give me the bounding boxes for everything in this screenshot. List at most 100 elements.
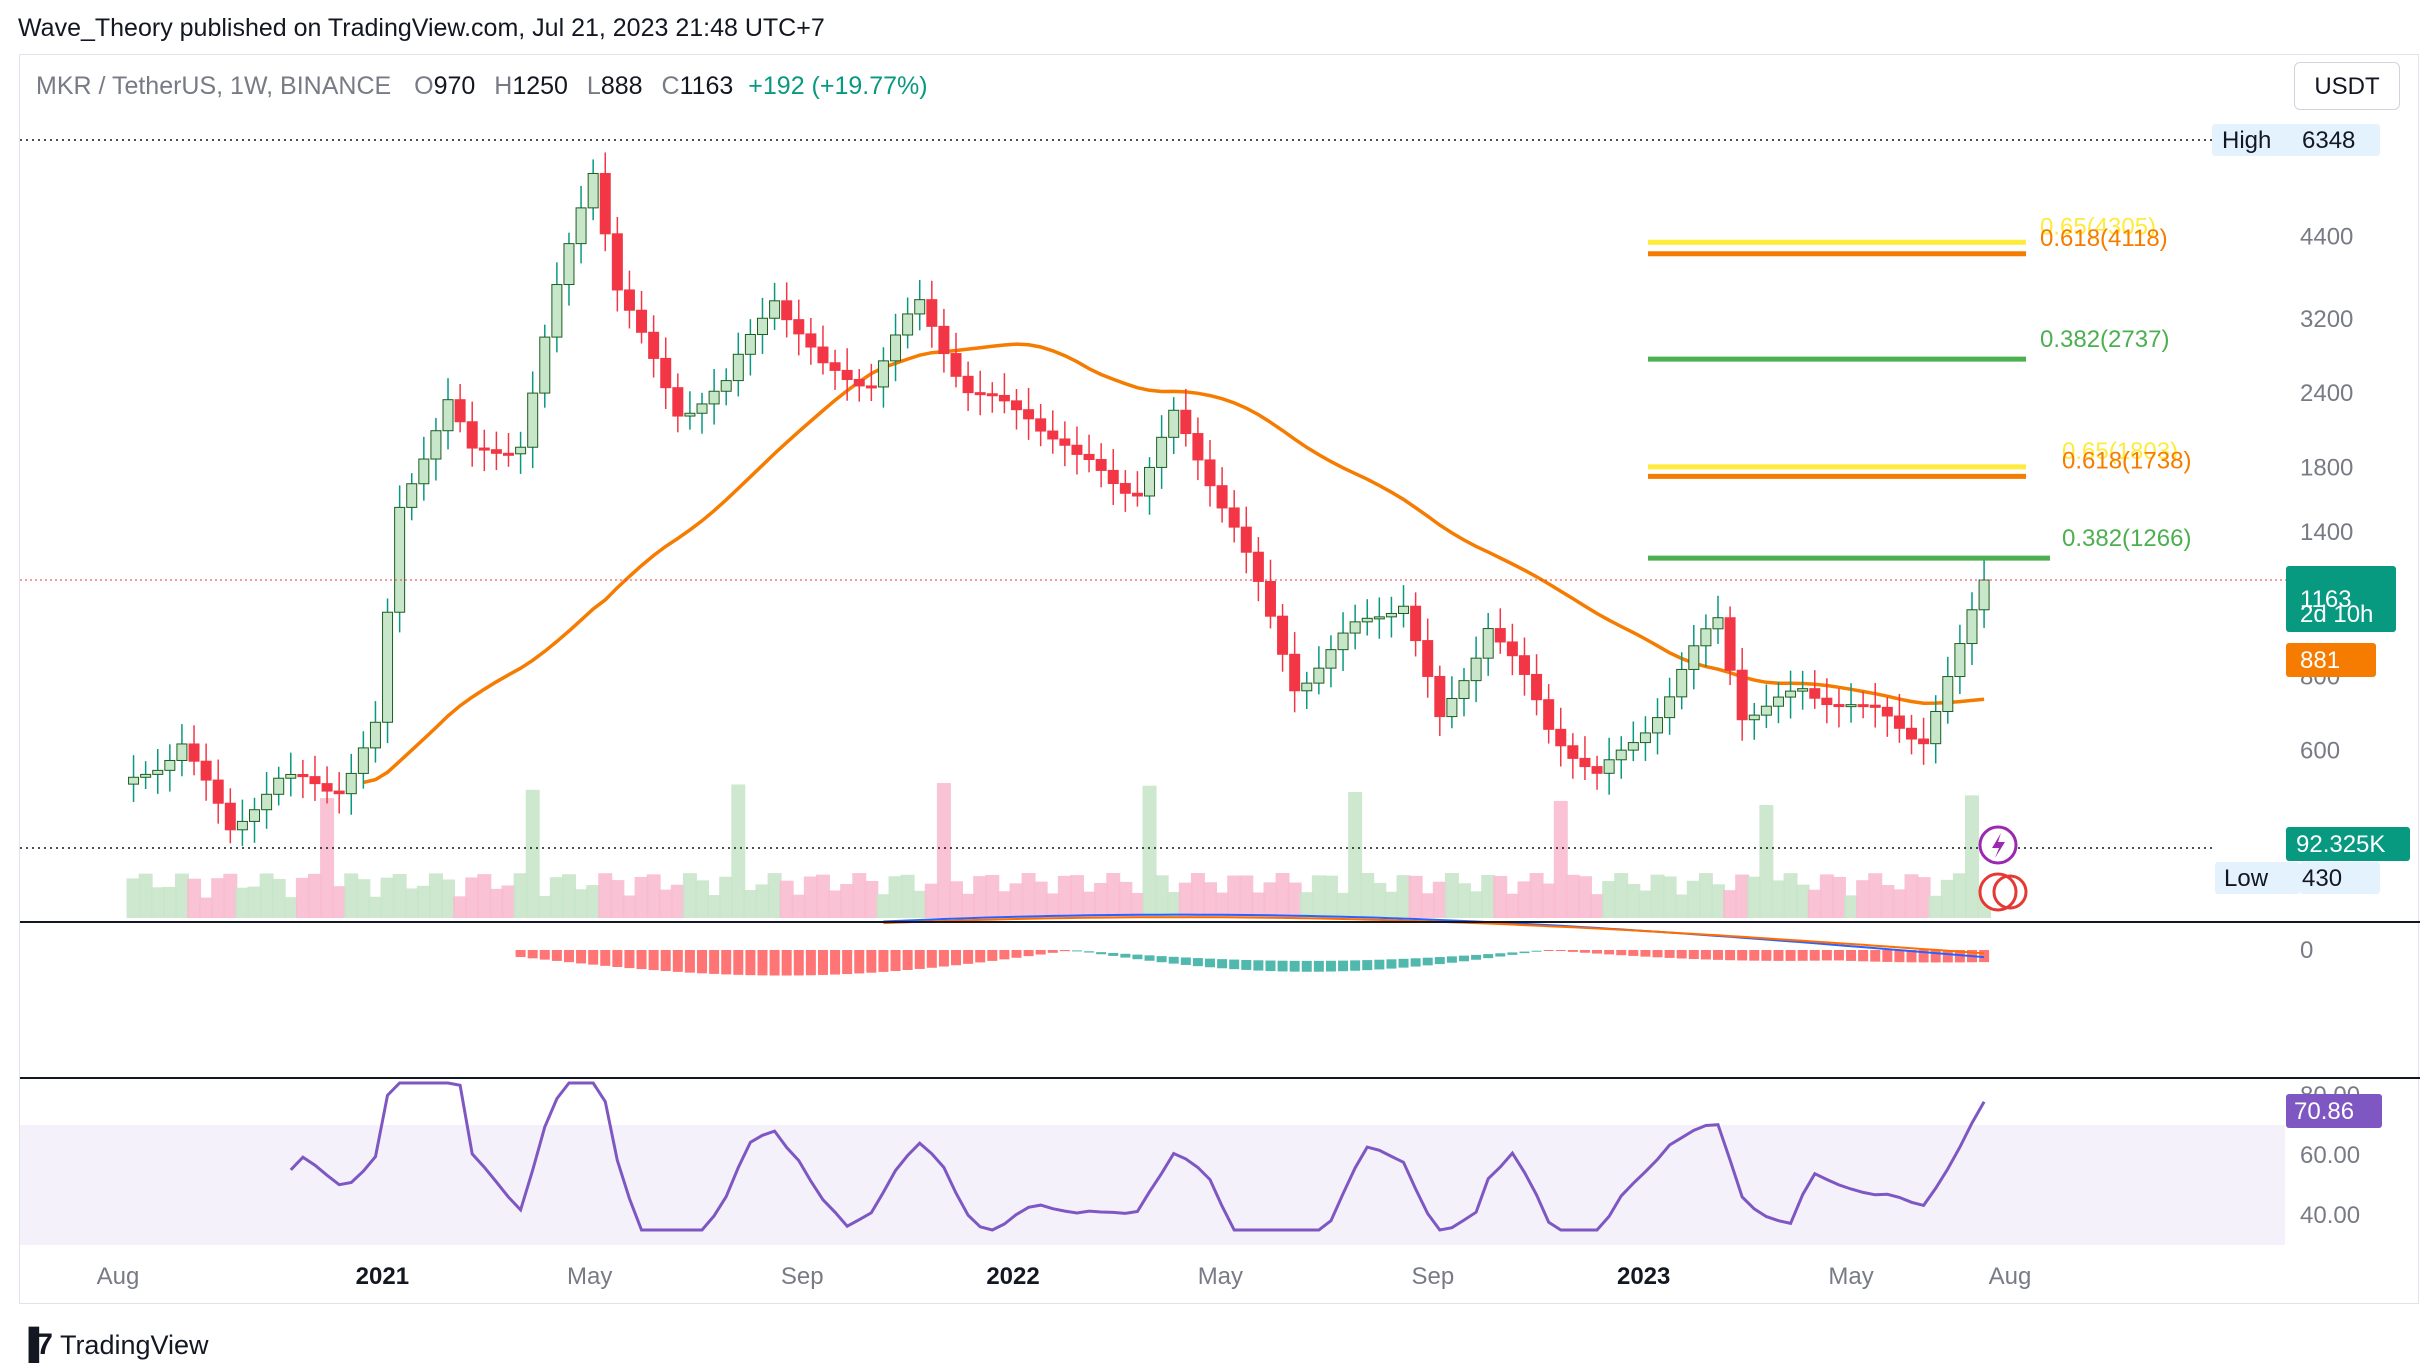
candle-body [1857, 704, 1869, 708]
price-tick-label: 1400 [2300, 519, 2353, 546]
volume-bar [1650, 874, 1665, 918]
candle-body [599, 172, 611, 235]
volume-bar [404, 888, 419, 918]
volume-bar [912, 890, 927, 918]
volume-bar [1626, 883, 1641, 918]
macd-histogram-bar [1386, 959, 1397, 969]
volume-bar [815, 874, 830, 918]
candle-body [1059, 438, 1071, 446]
macd-histogram-bar [1737, 950, 1748, 961]
candle-body [1458, 680, 1470, 699]
volume-bar [1336, 892, 1351, 918]
macd-histogram-bar [1313, 960, 1324, 972]
volume-bar [1190, 873, 1205, 918]
candle-body [817, 346, 829, 364]
volume-bar [1577, 876, 1592, 918]
macd-histogram-bar [987, 950, 998, 961]
volume-bar [840, 884, 855, 918]
candle-body [781, 300, 793, 321]
macd-histogram-bar [914, 950, 925, 969]
volume-bar [1323, 875, 1338, 918]
volume-bar [223, 873, 238, 918]
volume-bar [368, 896, 383, 918]
macd-histogram-bar [1047, 950, 1058, 953]
candle-body [418, 458, 430, 485]
macd-histogram-bar [1362, 960, 1373, 971]
volume-bar [320, 798, 335, 918]
last-price-countdown: 2d 10h [2300, 601, 2373, 628]
candle-body [1313, 667, 1325, 684]
volume-bar [1396, 875, 1411, 918]
macd-histogram-bar [636, 950, 647, 970]
volume-bar [707, 895, 722, 918]
macd-histogram-bar [1471, 954, 1482, 960]
low-marker-label-bg [2215, 862, 2300, 894]
candle-body [1639, 732, 1651, 744]
macd-histogram-bar [1918, 950, 1929, 963]
candle-body [1107, 469, 1119, 485]
macd-histogram-bar [1906, 950, 1917, 963]
macd-histogram-bar [1604, 950, 1615, 955]
price-tick-label: 3200 [2300, 306, 2353, 333]
macd-histogram-bar [1833, 950, 1844, 961]
macd-histogram-bar [1882, 950, 1893, 962]
candle-body [515, 446, 527, 455]
macd-histogram-bar [1846, 950, 1857, 961]
macd-histogram-bar [757, 950, 768, 976]
volume-bar [598, 873, 613, 918]
symbol-name[interactable]: MKR / TetherUS, 1W, BINANCE [36, 72, 392, 100]
candle-body [1906, 727, 1918, 740]
volume-bar [1009, 883, 1024, 918]
volume-bar [1130, 892, 1145, 918]
macd-histogram-bar [1700, 950, 1711, 960]
macd-histogram-bar [1543, 950, 1554, 951]
candle-body [1144, 466, 1156, 497]
lightning-bolt-icon [1992, 833, 2005, 858]
candle-body [684, 412, 696, 417]
macd-histogram-bar [1894, 950, 1905, 963]
volume-bar [1868, 873, 1883, 918]
volume-bar [1614, 873, 1629, 918]
volume-bar [1360, 873, 1375, 918]
candle-body [1869, 704, 1881, 708]
high-marker-value-bg [2300, 124, 2380, 156]
macd-histogram-bar [793, 950, 804, 976]
candle-body [1192, 433, 1204, 461]
macd-histogram-bar [805, 950, 816, 976]
currency-button[interactable]: USDT [2294, 62, 2400, 110]
time-tick-label: 2023 [1617, 1263, 1670, 1290]
macd-histogram-bar [1265, 960, 1276, 972]
volume-bar [1844, 895, 1859, 918]
macd-histogram-bar [1858, 950, 1869, 962]
volume-bar [1662, 876, 1677, 918]
candle-body [1845, 704, 1857, 708]
candle-body [877, 360, 889, 388]
candle-body [1700, 628, 1712, 647]
candle-body [188, 743, 200, 762]
macd-histogram-bar [515, 950, 526, 958]
time-tick-label: 2022 [986, 1263, 1039, 1290]
macd-histogram-bar [769, 950, 780, 976]
candle-body [611, 233, 623, 291]
volume-bar [1239, 875, 1254, 918]
volume-bar [574, 889, 589, 918]
candle-body [1555, 728, 1567, 747]
candle-body [1385, 612, 1397, 618]
candle-body [140, 773, 152, 778]
macd-histogram-bar [612, 950, 623, 967]
time-axis: Aug 2021 May Sep 2022 May Sep 2023 May Aug [97, 1263, 2032, 1290]
macd-histogram-bar [527, 950, 538, 959]
high-low-lines [20, 139, 2290, 849]
macd-histogram-bar [1120, 953, 1131, 958]
macd-histogram-bar [866, 950, 877, 973]
rsi-value-tag: 70.86 [2294, 1098, 2354, 1125]
tradingview-logo[interactable]: ▐7 TradingView [18, 1328, 209, 1362]
volume-bar [1118, 881, 1133, 918]
volume-bar [1964, 795, 1979, 918]
candle-body [1010, 400, 1022, 411]
volume-bar [767, 873, 782, 918]
macd-histogram-bar [890, 950, 901, 972]
candle-body [1482, 628, 1494, 659]
volume-bar [658, 889, 673, 918]
